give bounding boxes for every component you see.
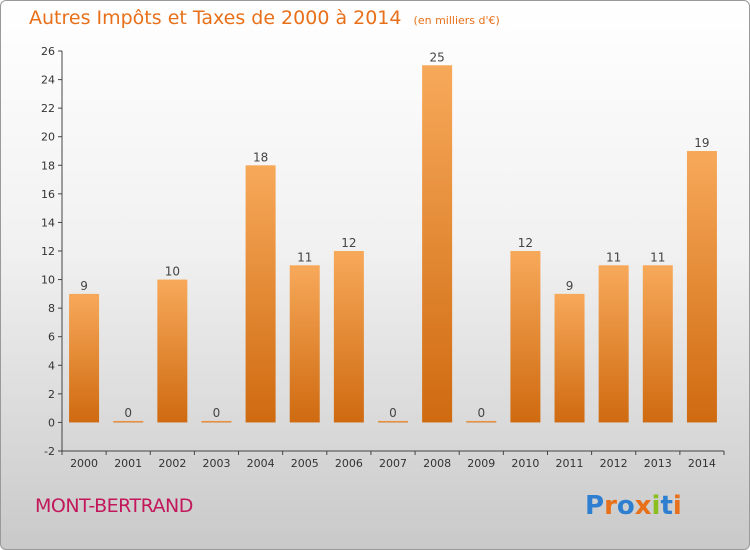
x-tick-label: 2012 — [600, 457, 628, 470]
x-tick-label: 2006 — [335, 457, 363, 470]
bar-value-label: 0 — [124, 406, 132, 420]
y-tick-label: 20 — [41, 131, 55, 144]
chart-subtitle: (en milliers d'€) — [413, 14, 500, 27]
bar — [642, 265, 673, 423]
y-tick-label: 2 — [48, 388, 55, 401]
y-tick-label: 8 — [48, 302, 55, 315]
bar — [201, 420, 232, 423]
bar — [113, 420, 144, 423]
bar — [157, 279, 188, 423]
y-tick-label: 24 — [41, 74, 55, 87]
bar — [510, 251, 541, 423]
bar-value-label: 12 — [518, 236, 533, 250]
bar — [466, 420, 497, 423]
x-tick-label: 2009 — [467, 457, 495, 470]
y-tick-label: 14 — [41, 216, 55, 229]
y-tick-label: 12 — [41, 245, 55, 258]
x-tick-label: 2008 — [423, 457, 451, 470]
x-tick-label: 2013 — [644, 457, 672, 470]
bar — [598, 265, 629, 423]
y-tick-label: 22 — [41, 102, 55, 115]
proxiti-logo: Proxiti — [585, 491, 682, 521]
bar-value-label: 0 — [213, 406, 221, 420]
y-tick-label: 18 — [41, 159, 55, 172]
logo-letter: i — [672, 491, 682, 521]
y-tick-label: -2 — [44, 445, 55, 458]
y-tick-label: 26 — [41, 45, 55, 58]
logo-letter: r — [604, 491, 617, 521]
bar-value-label: 25 — [429, 50, 444, 64]
bar — [289, 265, 320, 423]
bar-value-label: 18 — [253, 150, 268, 164]
bar — [245, 165, 276, 423]
logo-letter: P — [585, 491, 605, 521]
x-tick-label: 2011 — [556, 457, 584, 470]
y-tick-label: 10 — [41, 274, 55, 287]
bar — [69, 293, 100, 423]
bar — [554, 293, 585, 423]
x-tick-label: 2007 — [379, 457, 407, 470]
y-tick-label: 4 — [48, 359, 55, 372]
y-tick-label: 0 — [48, 416, 55, 429]
logo-letter: i — [651, 491, 661, 521]
x-tick-label: 2000 — [70, 457, 98, 470]
bar-value-label: 10 — [165, 265, 180, 279]
bar-value-label: 0 — [389, 406, 397, 420]
chart-title: Autres Impôts et Taxes de 2000 à 2014 (e… — [29, 7, 500, 29]
bar — [686, 151, 717, 423]
x-tick-label: 2004 — [247, 457, 275, 470]
x-tick-label: 2002 — [158, 457, 186, 470]
logo-letter: x — [634, 491, 652, 521]
bar — [378, 420, 408, 423]
bar-value-label: 19 — [694, 136, 709, 150]
x-tick-label: 2010 — [511, 457, 539, 470]
bar-value-label: 11 — [606, 250, 621, 264]
chart-title-text: Autres Impôts et Taxes de 2000 à 2014 — [29, 7, 402, 29]
logo-letter: o — [616, 491, 635, 521]
bar-value-label: 9 — [80, 279, 88, 293]
x-tick-label: 2003 — [202, 457, 230, 470]
bar-value-label: 0 — [477, 406, 485, 420]
bar-value-label: 12 — [341, 236, 356, 250]
bar — [333, 251, 364, 423]
logo-letter: t — [660, 491, 673, 521]
bar — [422, 65, 453, 423]
x-tick-label: 2001 — [114, 457, 142, 470]
y-tick-label: 16 — [41, 188, 55, 201]
bar-value-label: 9 — [566, 279, 574, 293]
bar-value-label: 11 — [650, 250, 665, 264]
y-tick-label: 6 — [48, 331, 55, 344]
x-tick-label: 2005 — [291, 457, 319, 470]
x-tick-label: 2014 — [688, 457, 716, 470]
bar-value-label: 11 — [297, 250, 312, 264]
commune-name: MONT-BERTRAND — [35, 495, 193, 517]
